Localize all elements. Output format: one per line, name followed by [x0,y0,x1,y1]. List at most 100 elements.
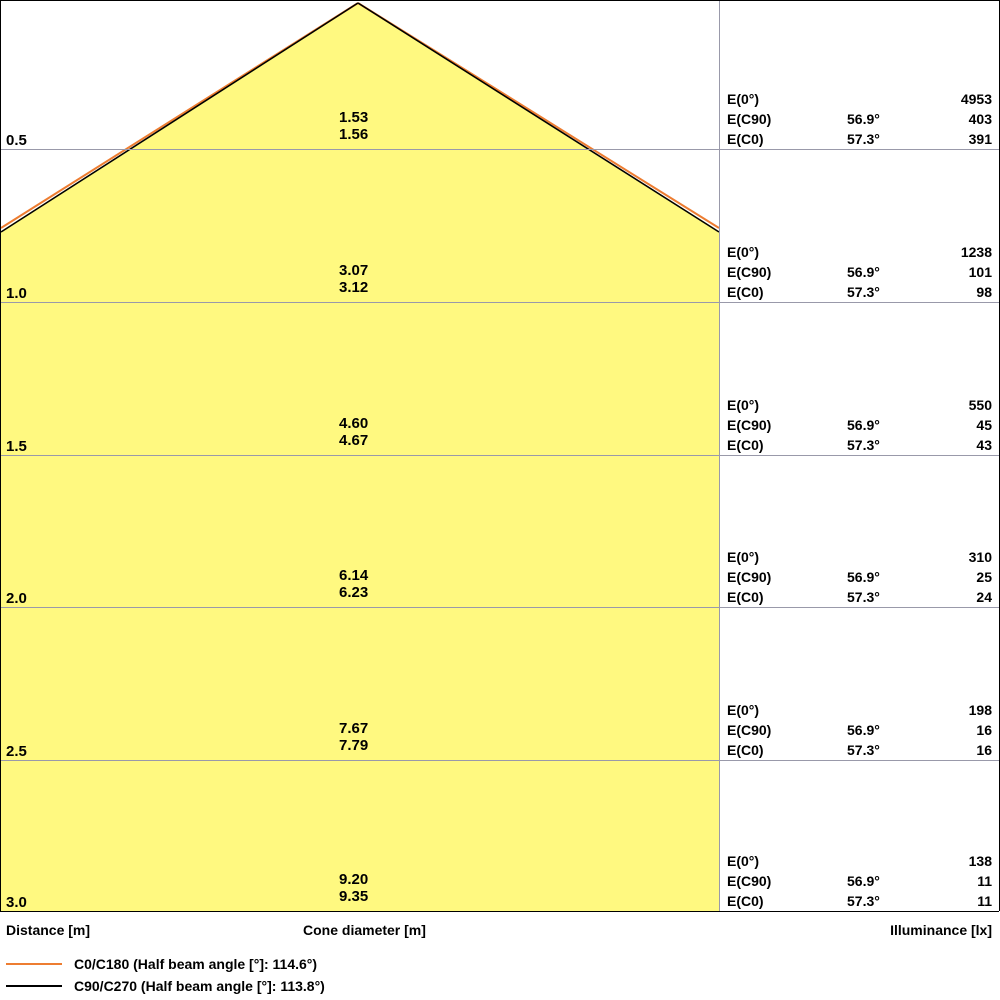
cone-diameter-c90-1: 3.12 [339,279,369,296]
illuminance-label: E(0°) [727,244,760,260]
illuminance-row: E(0°) 310 [727,547,992,567]
illuminance-label: E(C90) [727,417,772,433]
illuminance-row: E(C0) 57.3° 391 [727,129,992,149]
illuminance-row: E(C90) 56.9° 403 [727,109,992,129]
illuminance-label: E(C0) [727,131,764,147]
axis-caption-illuminance: Illuminance [lx] [890,922,992,938]
illuminance-value: 310 [968,549,992,565]
legend-swatch-c90-c270-icon [6,985,62,987]
distance-label-5: 3.0 [6,894,27,911]
illuminance-row: E(0°) 198 [727,700,992,720]
illuminance-angle: 57.3° [847,131,880,147]
cone-diameter-group-4: 7.67 7.79 [339,720,368,754]
illuminance-angle: 57.3° [847,437,880,453]
cone-diameter-group-5: 9.20 9.35 [339,871,368,905]
illuminance-value: 11 [977,873,992,889]
cone-edge-c90-right [357,2,720,233]
illuminance-block-2: E(0°) 550 E(C90) 56.9° 45 E(C0) 57.3° 43 [727,395,992,455]
illuminance-label: E(C90) [727,873,772,889]
axis-caption-cone-diameter: Cone diameter [m] [303,922,426,938]
cone-diameter-group-3: 6.14 6.23 [339,567,368,601]
illuminance-label: E(C0) [727,284,764,300]
illuminance-row: E(C0) 57.3° 16 [727,740,992,760]
illuminance-label: E(C0) [727,589,764,605]
illuminance-angle: 56.9° [847,111,880,127]
illuminance-angle: 57.3° [847,893,880,909]
distance-label-3: 2.0 [6,590,27,607]
illuminance-row: E(0°) 4953 [727,89,992,109]
illuminance-label: E(C90) [727,264,772,280]
illuminance-angle: 56.9° [847,417,880,433]
illuminance-angle: 57.3° [847,742,880,758]
cone-diameter-c90-3: 6.23 [339,584,369,601]
cone-diameter-c0-2: 4.60 [339,415,369,432]
distance-label-1: 1.0 [6,285,27,302]
cone-diameter-c0-4: 7.67 [339,720,369,737]
illuminance-label: E(0°) [727,91,760,107]
footer: Distance [m] Cone diameter [m] Illuminan… [0,912,1000,1000]
illuminance-value: 45 [976,417,992,433]
cone-diameter-group-0: 1.53 1.56 [339,109,368,143]
illuminance-label: E(0°) [727,549,760,565]
illuminance-value: 25 [976,569,992,585]
cone-diameter-group-1: 3.07 3.12 [339,262,368,296]
illuminance-label: E(0°) [727,397,760,413]
cone-diameter-group-2: 4.60 4.67 [339,415,368,449]
legend-item-c90-c270: C90/C270 (Half beam angle [°]: 113.8°) [6,978,325,994]
distance-label-4: 2.5 [6,743,27,760]
cone-edge-c90-left [0,2,359,233]
cone-diameter-c90-5: 9.35 [339,888,369,905]
illuminance-label: E(0°) [727,702,760,718]
distance-label-0: 0.5 [6,132,27,149]
illuminance-row: E(C90) 56.9° 16 [727,720,992,740]
distance-label-2: 1.5 [6,438,27,455]
legend-item-c0-c180: C0/C180 (Half beam angle [°]: 114.6°) [6,956,317,972]
illuminance-angle: 56.9° [847,264,880,280]
illuminance-block-5: E(0°) 138 E(C90) 56.9° 11 E(C0) 57.3° 11 [727,851,992,911]
illuminance-row: E(C90) 56.9° 45 [727,415,992,435]
illuminance-label: E(C0) [727,893,764,909]
illuminance-block-0: E(0°) 4953 E(C90) 56.9° 403 E(C0) 57.3° … [727,89,992,149]
illuminance-value: 4953 [960,91,992,107]
illuminance-angle: 57.3° [847,284,880,300]
light-cone-graphic [0,0,1000,912]
illuminance-label: E(C90) [727,111,772,127]
legend-swatch-c0-c180-icon [6,963,62,965]
legend-label-c0-c180: C0/C180 (Half beam angle [°]: 114.6°) [74,956,318,972]
illuminance-value: 16 [976,722,992,738]
illuminance-value: 1238 [960,244,992,260]
cone-diameter-c90-4: 7.79 [339,737,369,754]
illuminance-row: E(0°) 550 [727,395,992,415]
illuminance-row: E(0°) 138 [727,851,992,871]
illuminance-block-4: E(0°) 198 E(C90) 56.9° 16 E(C0) 57.3° 16 [727,700,992,760]
illuminance-row: E(C90) 56.9° 101 [727,262,992,282]
illuminance-value: 198 [968,702,992,718]
illuminance-value: 391 [968,131,992,147]
illuminance-row: E(C90) 56.9° 25 [727,567,992,587]
illuminance-value: 24 [976,589,992,605]
cone-diameter-c90-0: 1.56 [339,126,369,143]
cone-diameter-c0-3: 6.14 [339,567,369,584]
illuminance-block-1: E(0°) 1238 E(C90) 56.9° 101 E(C0) 57.3° … [727,242,992,302]
illuminance-value: 550 [968,397,992,413]
illuminance-label: E(C0) [727,742,764,758]
illuminance-row: E(C0) 57.3° 24 [727,587,992,607]
illuminance-value: 11 [977,893,992,909]
illuminance-value: 403 [968,111,992,127]
illuminance-label: E(C0) [727,437,764,453]
cone-diameter-c0-5: 9.20 [339,871,369,888]
illuminance-value: 101 [968,264,992,280]
axis-caption-distance: Distance [m] [6,922,91,938]
illuminance-label: E(0°) [727,853,760,869]
illuminance-row: E(C0) 57.3° 43 [727,435,992,455]
illuminance-label: E(C90) [727,722,772,738]
plot-area: 0.5 1.0 1.5 2.0 2.5 3.0 1.53 1.56 3.07 3… [0,0,1000,912]
illuminance-angle: 56.9° [847,722,880,738]
illuminance-value: 16 [976,742,992,758]
illuminance-angle: 56.9° [847,873,880,889]
illuminance-row: E(0°) 1238 [727,242,992,262]
illuminance-angle: 57.3° [847,589,880,605]
illuminance-value: 43 [976,437,992,453]
illuminance-value: 98 [976,284,992,300]
